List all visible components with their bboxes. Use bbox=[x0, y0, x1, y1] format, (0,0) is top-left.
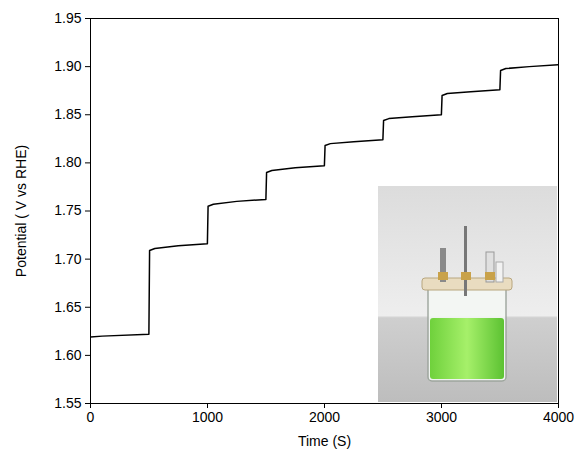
svg-text:1000: 1000 bbox=[192, 409, 223, 425]
svg-text:Time (S): Time (S) bbox=[298, 433, 351, 449]
svg-text:1.65: 1.65 bbox=[54, 299, 81, 315]
svg-text:4000: 4000 bbox=[543, 409, 574, 425]
svg-text:1.55: 1.55 bbox=[54, 395, 81, 411]
svg-text:1.80: 1.80 bbox=[54, 154, 81, 170]
svg-text:2000: 2000 bbox=[309, 409, 340, 425]
svg-text:1.90: 1.90 bbox=[54, 58, 81, 74]
svg-text:1.95: 1.95 bbox=[54, 10, 81, 26]
svg-text:Potential ( V vs RHE): Potential ( V vs RHE) bbox=[13, 145, 29, 277]
svg-text:3000: 3000 bbox=[426, 409, 457, 425]
svg-text:1.75: 1.75 bbox=[54, 202, 81, 218]
svg-text:1.60: 1.60 bbox=[54, 347, 81, 363]
svg-text:0: 0 bbox=[87, 409, 95, 425]
svg-text:1.85: 1.85 bbox=[54, 106, 81, 122]
svg-text:1.70: 1.70 bbox=[54, 251, 81, 267]
